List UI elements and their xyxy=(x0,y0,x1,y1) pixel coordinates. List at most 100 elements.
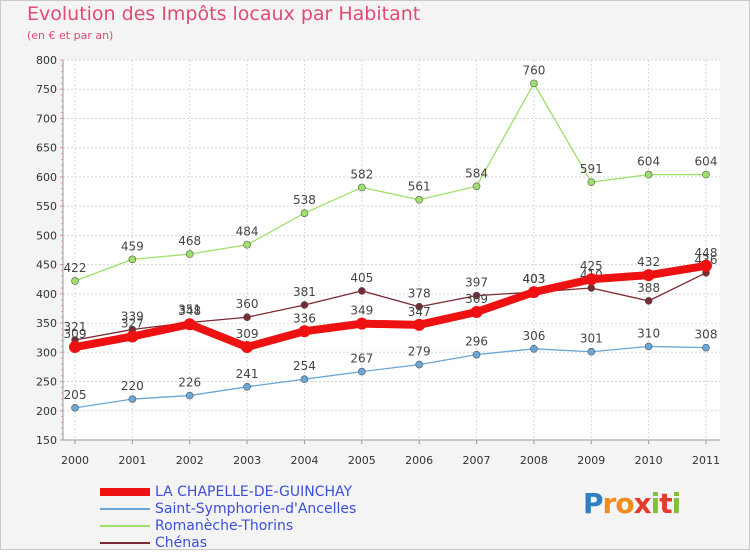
data-point xyxy=(355,317,368,330)
data-point xyxy=(585,273,598,286)
data-point xyxy=(415,302,423,311)
data-label: 348 xyxy=(178,304,201,318)
data-label: 336 xyxy=(293,311,316,325)
data-point xyxy=(527,286,540,299)
y-tick-label: 600 xyxy=(36,171,57,184)
legend-label: Chénas xyxy=(155,535,208,551)
data-point xyxy=(472,182,481,191)
data-point xyxy=(71,277,79,285)
data-label: 584 xyxy=(465,166,488,180)
data-label: 327 xyxy=(121,317,144,331)
data-label: 349 xyxy=(350,304,373,318)
data-label: 267 xyxy=(350,352,373,366)
x-tick-label: 2006 xyxy=(405,454,433,467)
data-label: 339 xyxy=(121,310,144,324)
y-tick-label: 800 xyxy=(36,54,57,67)
data-point xyxy=(472,291,481,300)
data-label: 296 xyxy=(465,335,488,349)
data-label: 604 xyxy=(695,155,718,169)
data-point xyxy=(472,350,481,359)
legend-label: Romanèche-Thorins xyxy=(155,518,294,534)
data-point xyxy=(300,375,309,384)
data-point xyxy=(243,313,251,322)
x-tick-label: 2002 xyxy=(176,454,204,467)
data-point xyxy=(128,255,137,264)
data-label: 369 xyxy=(465,292,488,306)
y-tick-label: 750 xyxy=(36,83,57,96)
logo-letter: x xyxy=(633,487,652,520)
data-label: 405 xyxy=(350,271,373,285)
data-label: 360 xyxy=(236,297,259,311)
legend-swatch xyxy=(100,525,150,527)
logo-letter: P xyxy=(583,487,604,520)
chart-subtitle: (en € et par an) xyxy=(27,29,114,42)
legend-swatch xyxy=(100,508,150,510)
data-point xyxy=(702,170,710,179)
x-tick-label: 2000 xyxy=(61,454,89,467)
data-label: 448 xyxy=(695,246,718,260)
series-line xyxy=(74,82,706,282)
chart-title: Evolution des Impôts locaux par Habitant xyxy=(27,3,421,25)
data-label: 561 xyxy=(408,180,431,194)
y-tick-label: 350 xyxy=(36,317,57,330)
legend-swatch xyxy=(100,488,150,496)
y-tick-label: 500 xyxy=(36,229,57,242)
proxiti-logo: Proxiti xyxy=(583,487,682,520)
logo-letter: i xyxy=(671,487,682,520)
data-label: 484 xyxy=(236,225,259,239)
data-label: 310 xyxy=(637,326,660,340)
data-point xyxy=(470,305,483,318)
data-point xyxy=(183,318,196,331)
data-point xyxy=(415,195,423,204)
data-point xyxy=(644,170,653,179)
data-label: 205 xyxy=(64,388,87,402)
data-point xyxy=(530,344,538,353)
logo-letter: r xyxy=(602,487,617,520)
plot-area xyxy=(63,60,720,440)
x-tick-label: 2011 xyxy=(692,454,720,467)
x-tick-label: 2005 xyxy=(348,454,376,467)
legend-label: Saint-Symphorien-d'Ancelles xyxy=(155,501,357,517)
x-tick-label: 2009 xyxy=(577,454,605,467)
data-label: 422 xyxy=(64,261,87,275)
x-tick-label: 2003 xyxy=(233,454,261,467)
data-label: 397 xyxy=(465,276,488,290)
series-line xyxy=(74,345,707,409)
x-tick-label: 2008 xyxy=(520,454,548,467)
data-label: 403 xyxy=(522,272,545,286)
data-point xyxy=(126,330,139,343)
y-tick-label: 450 xyxy=(36,259,57,272)
data-label: 308 xyxy=(695,328,718,342)
data-label: 388 xyxy=(637,281,660,295)
data-point xyxy=(702,343,710,352)
data-point xyxy=(241,341,254,354)
data-label: 226 xyxy=(178,376,201,390)
data-point xyxy=(358,367,366,376)
data-point xyxy=(644,342,653,351)
data-point xyxy=(700,259,712,272)
data-point xyxy=(243,382,251,391)
data-label: 468 xyxy=(178,234,201,248)
y-tick-label: 400 xyxy=(36,288,57,301)
legend-label: LA CHAPELLE-DE-GUINCHAY xyxy=(155,484,353,500)
x-tick-label: 2010 xyxy=(635,454,663,467)
data-point xyxy=(644,297,653,305)
y-tick-label: 650 xyxy=(36,142,57,155)
x-tick-label: 2004 xyxy=(290,454,318,467)
data-point xyxy=(298,325,311,338)
data-label: 254 xyxy=(293,359,316,373)
data-label: 241 xyxy=(236,367,259,381)
data-point xyxy=(185,250,194,258)
data-point xyxy=(587,347,596,356)
logo-letter: i xyxy=(650,487,661,520)
series-line xyxy=(74,261,707,352)
y-tick-label: 200 xyxy=(36,405,57,418)
data-point xyxy=(530,79,538,88)
data-label: 301 xyxy=(580,332,603,346)
data-label: 306 xyxy=(522,329,545,343)
data-label: 425 xyxy=(580,259,603,273)
data-label: 432 xyxy=(637,255,660,269)
y-tick-label: 300 xyxy=(36,346,57,359)
data-point xyxy=(71,404,79,412)
data-label: 347 xyxy=(408,305,431,319)
